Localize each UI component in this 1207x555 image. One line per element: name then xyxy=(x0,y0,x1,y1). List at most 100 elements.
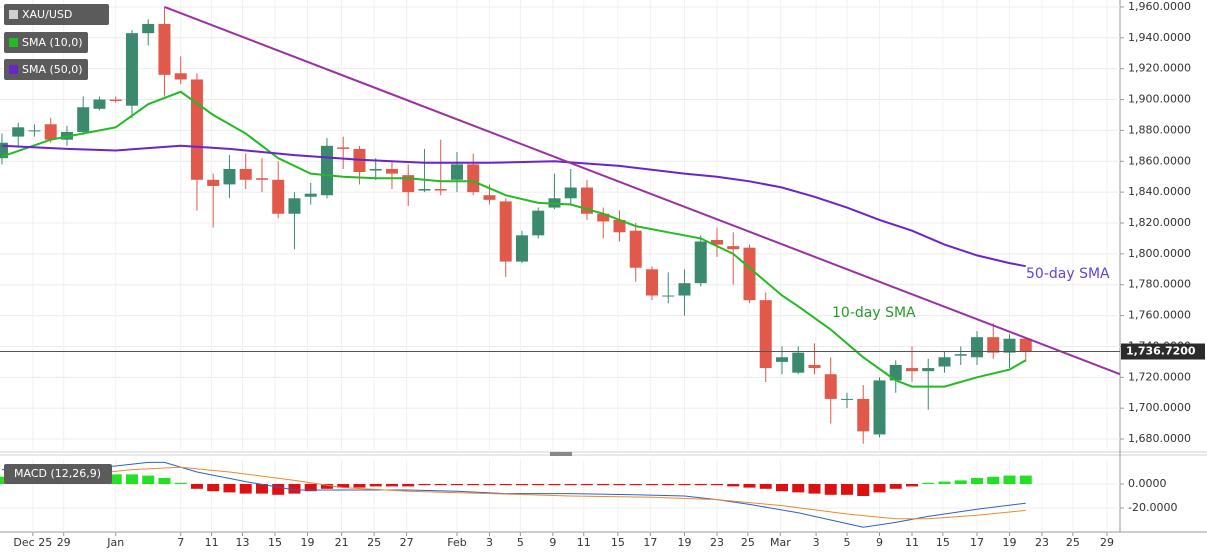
sma-line xyxy=(1,144,1026,268)
histogram-bar xyxy=(759,484,772,489)
candle-body xyxy=(743,247,756,301)
candle-body xyxy=(207,179,220,186)
histogram-bar xyxy=(987,476,1000,484)
y-tick-label: 1,840.0000 xyxy=(1128,185,1191,198)
candle-body xyxy=(1019,338,1032,352)
annotation: 50-day SMA xyxy=(1026,266,1110,282)
candle-body xyxy=(142,23,155,34)
x-tick-label: 15 xyxy=(611,536,625,549)
candle-body xyxy=(174,73,187,80)
y-tick-label: -20.0000 xyxy=(1128,501,1177,514)
histogram-bar xyxy=(678,484,691,486)
histogram-bar xyxy=(125,474,138,484)
candle-body xyxy=(824,374,837,399)
histogram-bar xyxy=(369,484,382,487)
histogram-bar xyxy=(970,478,983,484)
histogram-bar xyxy=(710,484,723,486)
y-tick-label: 0.0000 xyxy=(1128,477,1167,490)
last-price-box xyxy=(1121,343,1205,360)
x-tick-label: 3 xyxy=(486,536,493,549)
legend-box xyxy=(4,59,88,80)
candle-body xyxy=(1003,338,1016,353)
histogram-bar xyxy=(158,478,171,484)
candle-body xyxy=(694,241,707,284)
candle-body xyxy=(597,213,610,222)
histogram-bar xyxy=(1003,475,1016,484)
histogram-bar xyxy=(515,484,528,486)
y-tick-label: 1,780.0000 xyxy=(1128,278,1191,291)
x-tick-label: 27 xyxy=(400,536,414,549)
indicator-box xyxy=(4,464,112,484)
legend-label: SMA (10,0) xyxy=(22,36,83,49)
candle-body xyxy=(792,352,805,373)
histogram-bar xyxy=(109,474,122,484)
histogram-bar xyxy=(467,484,480,486)
candle-body xyxy=(304,193,317,197)
histogram-bar xyxy=(824,484,837,495)
candle-body xyxy=(954,354,967,356)
indicator-label: MACD (12,26,9) xyxy=(14,467,101,480)
candle-body xyxy=(922,368,935,372)
histogram-bar xyxy=(288,484,301,494)
legend-label: SMA (50,0) xyxy=(22,63,83,76)
candle-body xyxy=(515,235,528,262)
histogram-bar xyxy=(954,480,967,484)
candle-body xyxy=(77,107,90,132)
candle-body xyxy=(450,164,463,180)
candle-body xyxy=(418,189,431,191)
candle-body xyxy=(93,99,106,109)
candle-body xyxy=(857,398,870,432)
candle-body xyxy=(499,201,512,262)
y-tick-label: 1,800.0000 xyxy=(1128,247,1191,260)
histogram-bar xyxy=(239,484,252,494)
histogram-bar xyxy=(190,484,203,489)
x-tick-label: 25 xyxy=(367,536,381,549)
x-tick-label: 19 xyxy=(677,536,691,549)
x-tick-label: 19 xyxy=(1002,536,1016,549)
x-tick-label: 11 xyxy=(905,536,919,549)
x-tick-label: Mar xyxy=(770,536,791,549)
histogram-bar xyxy=(434,484,447,486)
histogram-bar xyxy=(580,484,593,486)
histogram-bar xyxy=(613,484,626,486)
histogram-bar xyxy=(1019,475,1032,484)
y-tick-label: 1,900.0000 xyxy=(1128,93,1191,106)
legend-swatch xyxy=(9,38,18,47)
x-tick-label: 15 xyxy=(268,536,282,549)
candle-body xyxy=(483,195,496,200)
resize-grip[interactable] xyxy=(550,452,572,456)
histogram-bar xyxy=(775,484,788,492)
histogram-bar xyxy=(207,484,220,492)
histogram-bar xyxy=(418,484,431,486)
histogram-bar xyxy=(662,484,675,486)
candle-body xyxy=(288,198,301,214)
candle-body xyxy=(580,187,593,214)
candle-body xyxy=(337,147,350,149)
candle-body xyxy=(987,337,1000,353)
trend-line xyxy=(164,5,1121,376)
legend-swatch xyxy=(9,65,18,74)
candle-body xyxy=(889,364,902,381)
candle-body xyxy=(808,364,821,369)
histogram-bar xyxy=(223,484,236,493)
candle-body xyxy=(385,168,398,174)
histogram-bar xyxy=(889,484,902,489)
legend-box xyxy=(4,32,88,53)
y-tick-label: 1,680.0000 xyxy=(1128,432,1191,445)
x-tick-label: 17 xyxy=(643,536,657,549)
x-tick-label: 25 xyxy=(741,536,755,549)
histogram-bar xyxy=(564,484,577,486)
x-tick-label: 19 xyxy=(300,536,314,549)
candle-body xyxy=(223,168,236,185)
legend-label: XAU/USD xyxy=(22,8,72,21)
candle-body xyxy=(320,145,333,196)
candle-body xyxy=(239,168,252,180)
candle-body xyxy=(970,337,983,358)
candle-body xyxy=(109,99,122,102)
candle-body xyxy=(158,23,171,75)
candle-body xyxy=(369,168,382,171)
x-tick-label: 23 xyxy=(710,536,724,549)
x-tick-label: Dec 25 xyxy=(13,536,52,549)
y-tick-label: 1,820.0000 xyxy=(1128,216,1191,229)
histogram-bar xyxy=(142,475,155,484)
